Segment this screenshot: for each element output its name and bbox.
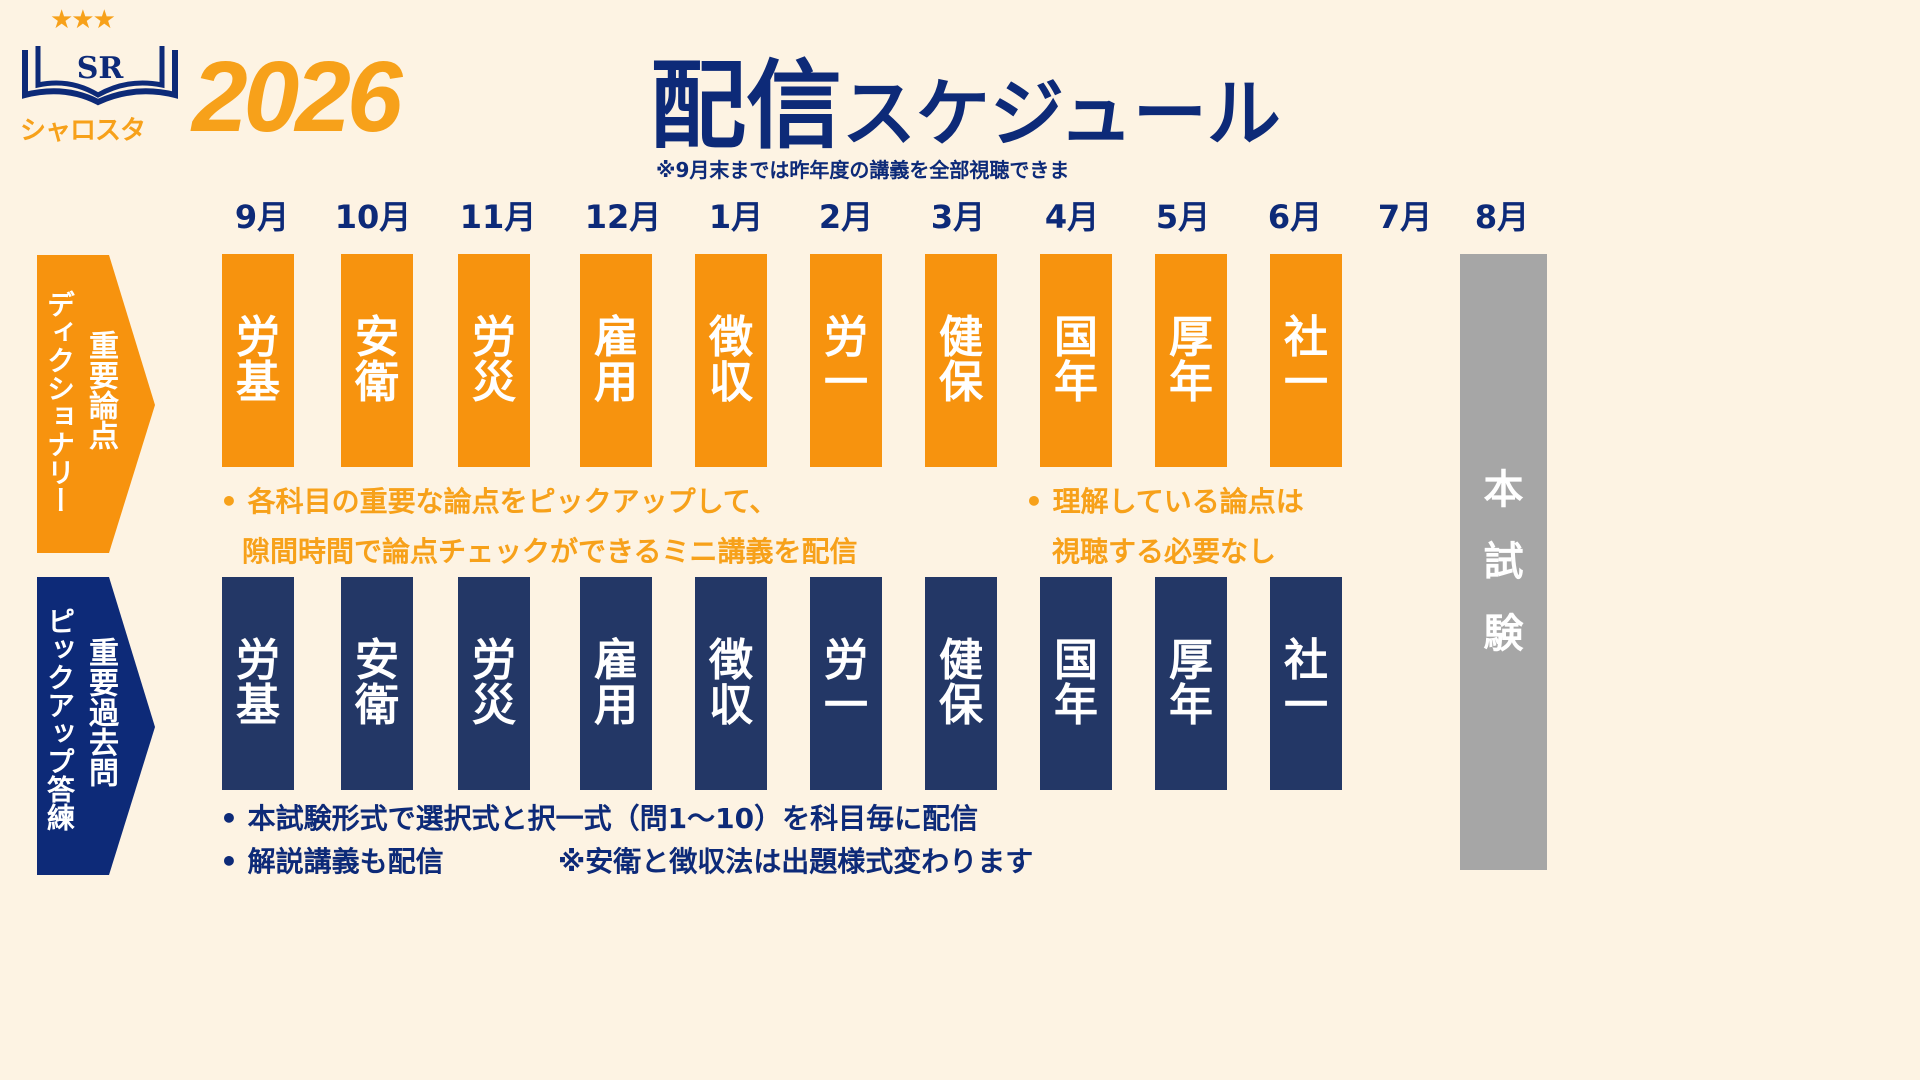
subject-char: 労 — [236, 634, 280, 686]
subject-char: 一 — [1284, 679, 1328, 731]
subject-char: 収 — [709, 356, 753, 408]
subject-char: 徴 — [709, 311, 753, 363]
side-bullet-text: • 理解している論点は — [1025, 485, 1304, 518]
subject-char: 年 — [1054, 679, 1098, 731]
subject-char: 保 — [939, 679, 983, 731]
subject-box: 厚年 — [1155, 577, 1227, 790]
month-label: 1月 — [708, 198, 764, 236]
month-label: 2月 — [818, 198, 874, 236]
subject-char: 健 — [939, 311, 983, 363]
month-label: 12月 — [584, 198, 662, 236]
row-label-dictionary: 重要論点 ディクショナリー — [37, 255, 155, 553]
subject-box: 雇用 — [580, 577, 652, 790]
subject-char: 労 — [824, 311, 868, 363]
bullet-text: • 解説講義も配信 — [220, 845, 444, 878]
subject-char: 年 — [1169, 356, 1213, 408]
subject-char: 一 — [824, 356, 868, 408]
subject-box: 労基 — [222, 254, 294, 467]
bullet-text: • 本試験形式で選択式と択一式（問1～10）を科目毎に配信 — [220, 802, 979, 835]
month-label: 6月 — [1267, 198, 1323, 236]
bullet-text: • 各科目の重要な論点をピックアップして、 — [220, 485, 778, 518]
subject-char: 厚 — [1169, 311, 1213, 363]
stars-icon: ★★★ — [50, 5, 116, 35]
schedule-note: ※9月末までは昨年度の講義を全部視聴できま — [656, 158, 1070, 182]
subject-box: 労災 — [458, 577, 530, 790]
subject-char: 労 — [472, 634, 516, 686]
subject-char: 年 — [1169, 679, 1213, 731]
subject-char: 国 — [1054, 634, 1098, 686]
subject-char: 衛 — [355, 679, 399, 731]
side-bullet-text: 視聴する必要なし — [1052, 535, 1277, 568]
subject-box: 国年 — [1040, 254, 1112, 467]
exam-char: 本 — [1483, 467, 1524, 513]
subject-char: 労 — [236, 311, 280, 363]
subject-char: 労 — [472, 311, 516, 363]
subject-char: 一 — [1284, 356, 1328, 408]
row-label-sub: ディクショナリー — [43, 290, 76, 514]
subject-char: 一 — [824, 679, 868, 731]
title-sub: スケジュール — [842, 71, 1281, 157]
subject-char: 用 — [594, 356, 638, 408]
month-label: 8月 — [1474, 198, 1530, 236]
subject-char: 用 — [594, 679, 638, 731]
title-main: 配信 — [650, 50, 842, 162]
month-label: 11月 — [459, 198, 537, 236]
subject-box: 労一 — [810, 577, 882, 790]
row-label-pickup: 重要過去問 ピックアップ答練 — [37, 577, 155, 875]
month-label: 3月 — [930, 198, 986, 236]
subject-box: 社一 — [1270, 577, 1342, 790]
subject-box: 安衛 — [341, 577, 413, 790]
subject-char: 社 — [1284, 311, 1328, 363]
subject-box: 徴収 — [695, 577, 767, 790]
subject-char: 健 — [939, 634, 983, 686]
subject-char: 安 — [355, 311, 399, 363]
subject-box: 労基 — [222, 577, 294, 790]
subject-char: 保 — [939, 356, 983, 408]
page-title: 配信スケジュール — [650, 28, 1281, 167]
exam-box: 本 試 験 — [1460, 254, 1547, 870]
subject-box: 労一 — [810, 254, 882, 467]
subject-char: 雇 — [594, 634, 638, 686]
subject-char: 雇 — [594, 311, 638, 363]
subject-box: 徴収 — [695, 254, 767, 467]
logo-kana: シャロスタ — [20, 116, 146, 146]
subject-box: 社一 — [1270, 254, 1342, 467]
subject-box: 雇用 — [580, 254, 652, 467]
subject-box: 安衛 — [341, 254, 413, 467]
subject-char: 衛 — [355, 356, 399, 408]
month-label: 9月 — [234, 198, 290, 236]
year: 2026 — [192, 41, 402, 153]
month-label: 10月 — [334, 198, 412, 236]
subject-char: 災 — [472, 356, 516, 408]
exam-char: 試 — [1483, 539, 1524, 585]
subject-box: 労災 — [458, 254, 530, 467]
subject-char: 厚 — [1169, 634, 1213, 686]
subject-char: 労 — [824, 634, 868, 686]
subject-char: 収 — [709, 679, 753, 731]
bullet-text: 隙間時間で論点チェックができるミニ講義を配信 — [242, 535, 858, 568]
subject-char: 年 — [1054, 356, 1098, 408]
subject-box: 健保 — [925, 254, 997, 467]
subject-char: 社 — [1284, 634, 1328, 686]
month-label: 7月 — [1377, 198, 1433, 236]
month-label: 4月 — [1044, 198, 1100, 236]
subject-char: 基 — [236, 679, 280, 731]
subject-char: 安 — [355, 634, 399, 686]
format-change-note: ※安衛と徴収法は出題様式変わります — [558, 845, 1034, 878]
subject-box: 健保 — [925, 577, 997, 790]
month-label: 5月 — [1155, 198, 1211, 236]
subject-char: 災 — [472, 679, 516, 731]
book-logo-icon: SR — [22, 46, 178, 106]
subject-char: 国 — [1054, 311, 1098, 363]
row-label-main: 重要論点 — [83, 330, 118, 450]
subject-char: 徴 — [709, 634, 753, 686]
subject-box: 厚年 — [1155, 254, 1227, 467]
exam-char: 験 — [1483, 611, 1524, 657]
row-label-sub: ピックアップ答練 — [43, 607, 76, 831]
subject-box: 国年 — [1040, 577, 1112, 790]
row-label-main: 重要過去問 — [83, 637, 118, 787]
subject-char: 基 — [236, 356, 280, 408]
logo-letters: SR — [77, 51, 125, 86]
